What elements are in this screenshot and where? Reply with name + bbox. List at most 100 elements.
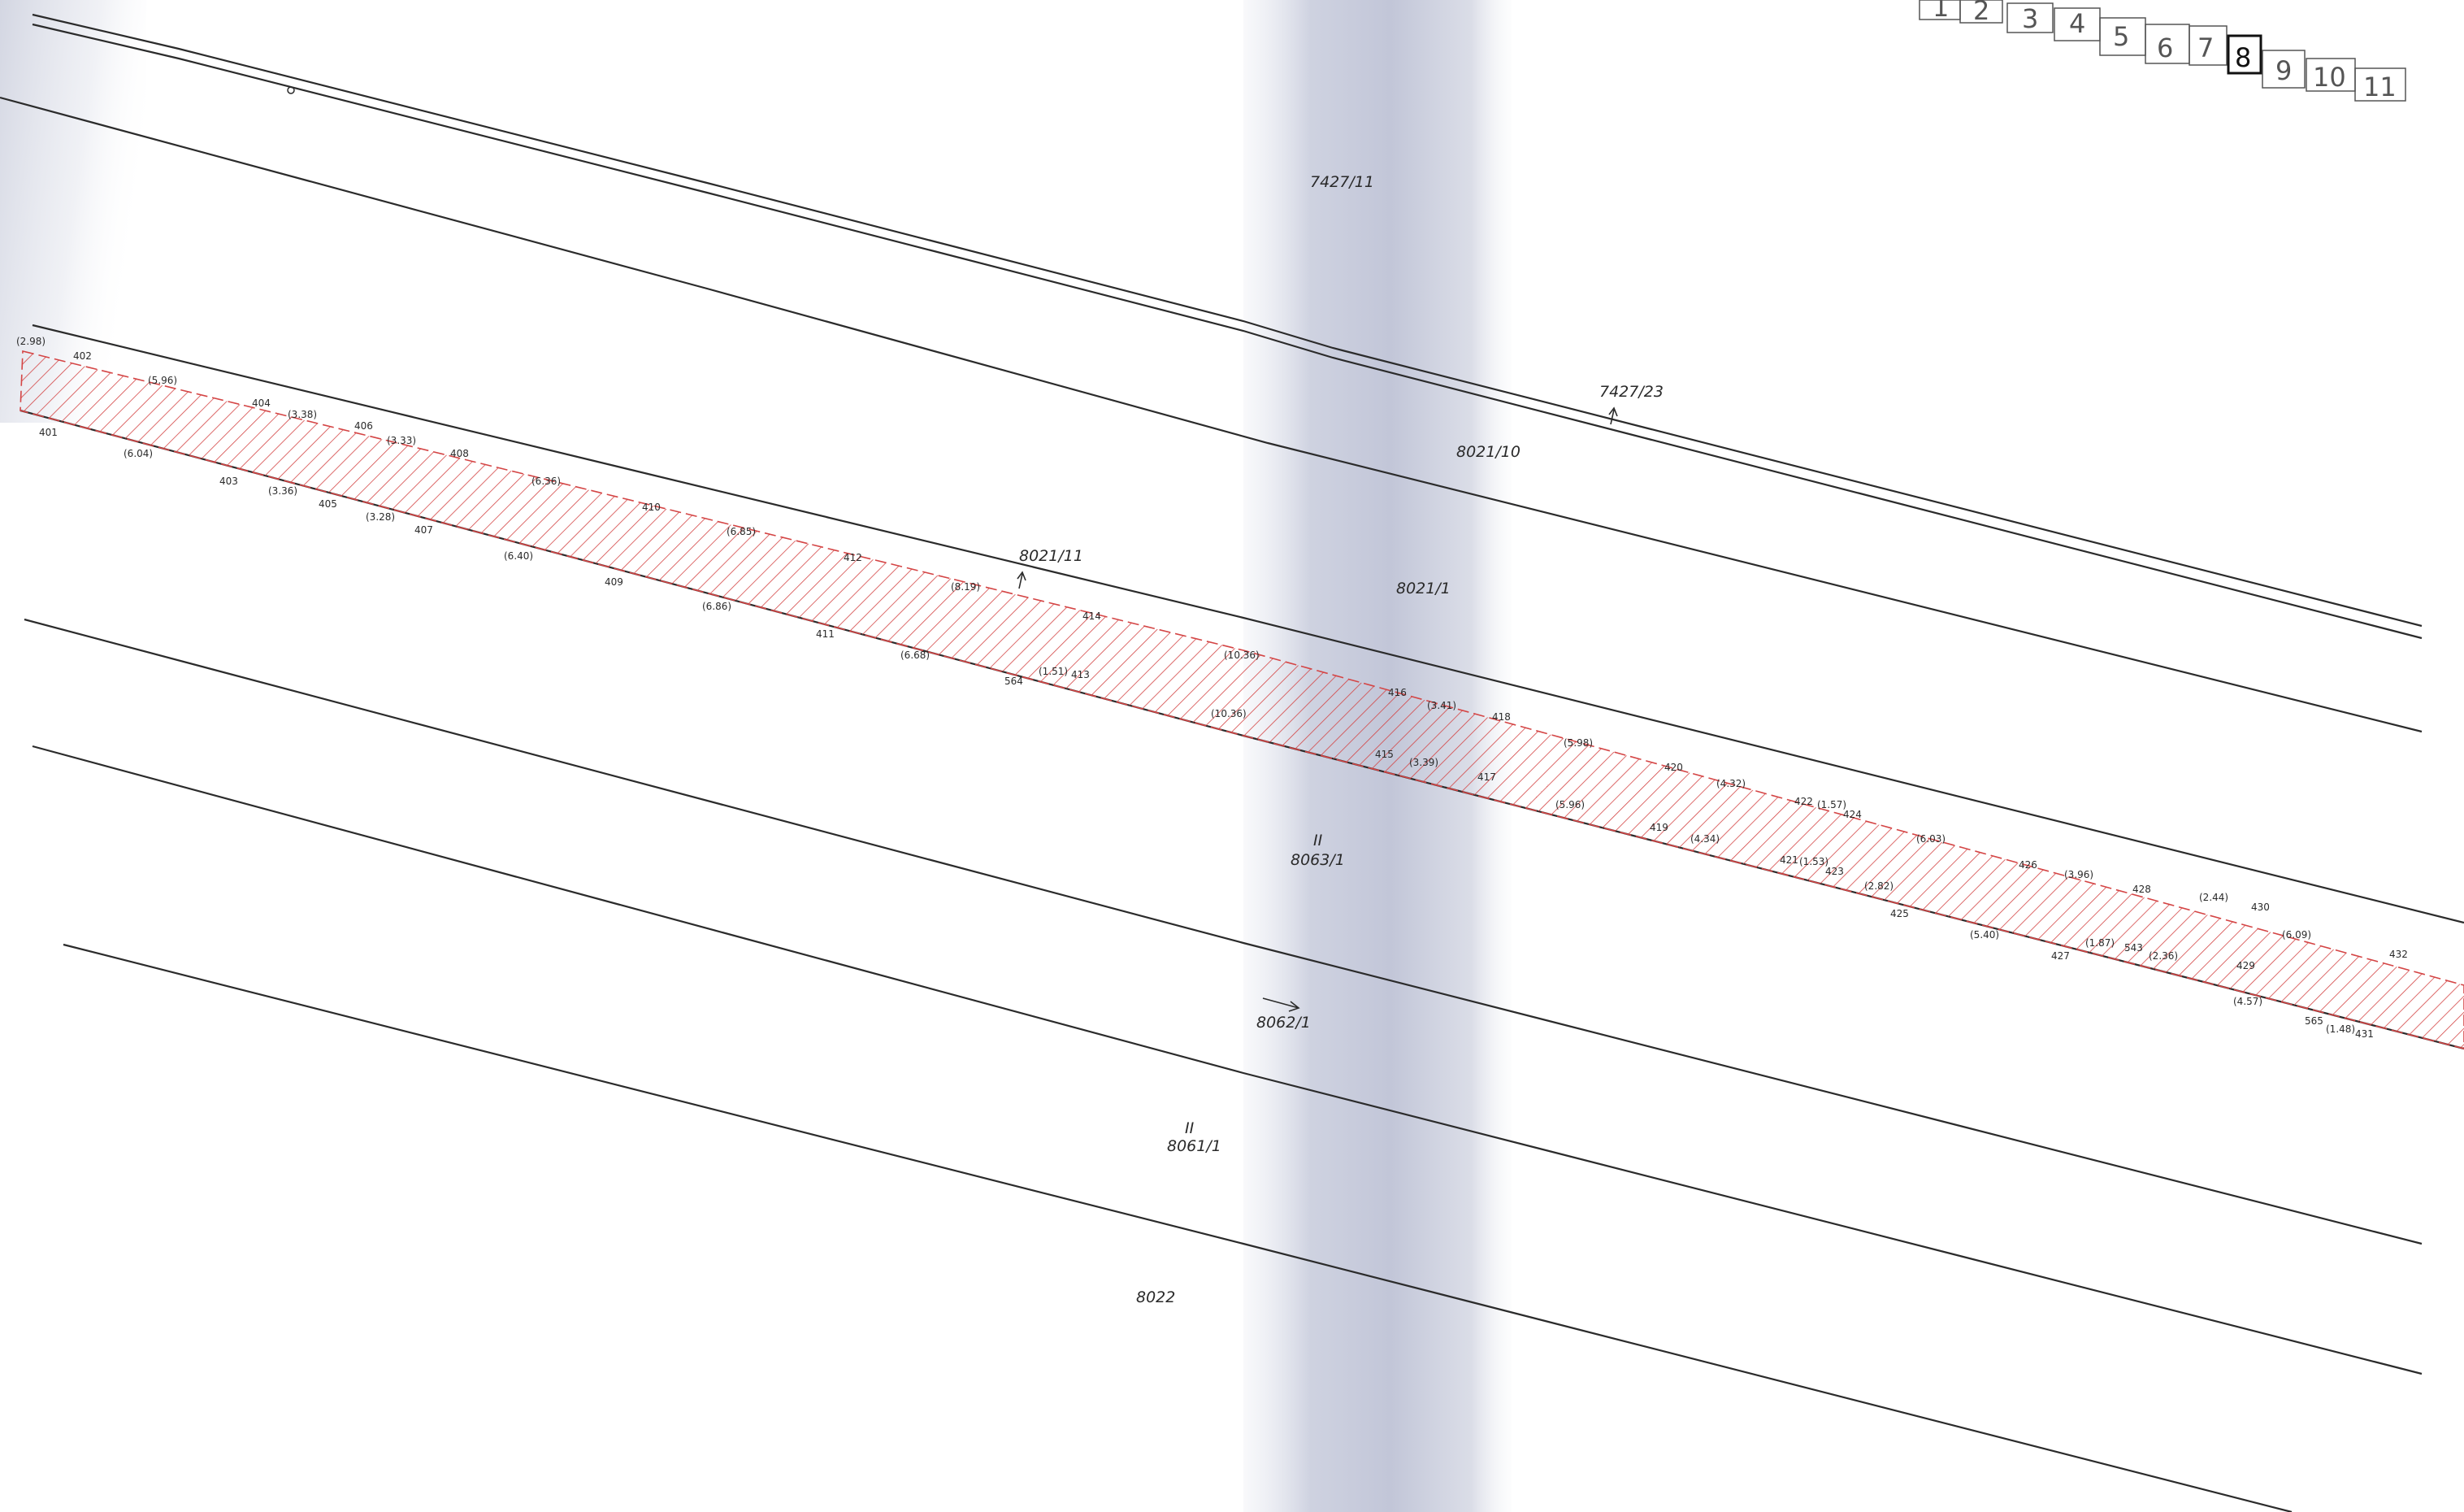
parcel-label-8062-1: 8062/1 — [1256, 1014, 1311, 1032]
dimension-label: (3.39) — [1409, 757, 1438, 768]
boundary-lines — [0, 13, 2464, 1512]
dimension-label: (1.87) — [2085, 937, 2115, 949]
point-label: 404 — [252, 398, 271, 409]
points-lower: 401 403 405 407 409 411 564 413 415 417 … — [39, 427, 2374, 1040]
point-label: 432 — [2389, 949, 2408, 960]
sheet-number-10: 10 — [2313, 62, 2346, 93]
point-label: 419 — [1650, 822, 1668, 833]
point-label: 403 — [219, 476, 238, 487]
point-label: 406 — [354, 420, 373, 432]
dimension-label: (4.34) — [1690, 833, 1720, 845]
dimension-label: (3.28) — [366, 511, 395, 523]
dimension-label: (6.68) — [900, 650, 930, 661]
point-label: 410 — [642, 502, 661, 513]
sheet-number-4: 4 — [2069, 8, 2085, 39]
dimension-label: (5.96) — [148, 375, 177, 386]
arrow-icon-8021-11 — [1017, 571, 1026, 589]
point-label: 415 — [1375, 749, 1394, 760]
point-label: 408 — [450, 448, 469, 459]
dimension-label: (4.57) — [2233, 996, 2262, 1007]
sheet-box-9[interactable] — [2262, 50, 2306, 89]
parcel-label-8021-11: 8021/11 — [1019, 547, 1083, 565]
point-label: 412 — [844, 552, 862, 563]
sheet-box-8-current[interactable] — [2227, 34, 2262, 75]
dimension-label: (5.98) — [1564, 737, 1593, 749]
dimensions-upper: (2.98) (5.96) (3.38) (3.33) (6.36) (6.85… — [16, 336, 2311, 941]
dimension-label: (6.40) — [504, 550, 533, 562]
point-label: 416 — [1388, 687, 1407, 698]
point-label: 431 — [2355, 1028, 2374, 1040]
sheet-number-7: 7 — [2197, 33, 2214, 63]
sheet-box-3[interactable] — [2006, 2, 2054, 33]
parcel-label-8021-10: 8021/10 — [1456, 443, 1520, 461]
parcel-label-7427-23: 7427/23 — [1599, 383, 1664, 401]
sheet-box-11[interactable] — [2354, 67, 2406, 102]
point-label: 422 — [1794, 796, 1813, 807]
points-upper: 402 404 406 408 410 412 414 416 418 420 … — [73, 350, 2408, 960]
dimension-label: (1.57) — [1817, 799, 1846, 810]
point-label: 418 — [1492, 711, 1511, 723]
dimension-label: (2.98) — [16, 336, 46, 347]
double-tick-1: II — [1313, 832, 1323, 849]
dimension-label: (6.36) — [531, 476, 561, 487]
sheet-number-11: 11 — [2363, 72, 2397, 102]
dimension-label: (4.32) — [1716, 778, 1746, 789]
point-label: 421 — [1780, 854, 1798, 866]
boundary-line-3 — [0, 96, 2423, 733]
point-label: 423 — [1825, 866, 1844, 877]
parcel-label-8022: 8022 — [1136, 1288, 1175, 1306]
dimension-label: (2.82) — [1864, 880, 1894, 892]
sheet-number-2: 2 — [1973, 0, 1989, 26]
sheet-number-5: 5 — [2113, 21, 2129, 52]
point-label: 424 — [1843, 809, 1862, 820]
parcel-labels: 7427/11 7427/23 8021/10 8021/11 8021/1 I… — [1019, 173, 1664, 1306]
dimension-label: (5.96) — [1555, 799, 1585, 810]
sheet-index: 1 2 3 4 5 6 7 8 9 10 11 — [1919, 0, 2406, 102]
hatch-top-line — [32, 324, 2464, 924]
point-label: 401 — [39, 427, 58, 438]
dimension-label: (6.85) — [727, 526, 756, 537]
point-label: 405 — [319, 498, 337, 510]
arrow-icon-7427-23 — [1608, 406, 1618, 425]
point-label: 414 — [1082, 610, 1101, 622]
dimension-label: (3.41) — [1427, 700, 1456, 711]
parcel-label-8063-1: 8063/1 — [1291, 851, 1345, 869]
point-label: 427 — [2051, 950, 2070, 962]
dimension-label: (6.03) — [1916, 833, 1946, 845]
survey-marker — [287, 86, 295, 94]
point-label: 402 — [73, 350, 92, 362]
sheet-number-3: 3 — [2022, 3, 2038, 34]
dimension-label: (3.36) — [268, 485, 297, 497]
dimension-label: (8.19) — [951, 581, 980, 593]
hatched-strip — [20, 350, 2464, 1049]
dimension-label: (6.86) — [702, 601, 731, 612]
point-label: 425 — [1890, 908, 1909, 919]
point-label: 417 — [1477, 771, 1496, 783]
sheet-box-2[interactable] — [1959, 0, 2003, 24]
double-tick-2: II — [1185, 1119, 1195, 1137]
boundary-line-1 — [32, 13, 2423, 628]
dimension-label: (1.53) — [1799, 856, 1828, 867]
point-label: 413 — [1071, 669, 1090, 680]
dimension-label: (6.09) — [2282, 929, 2311, 941]
dimension-label: (3.96) — [2064, 869, 2093, 880]
point-label: 407 — [414, 524, 433, 536]
dimension-label: (3.38) — [288, 409, 317, 420]
point-label: 426 — [2019, 859, 2037, 871]
dimension-label: (6.04) — [124, 448, 153, 459]
dimension-label: (2.44) — [2199, 892, 2228, 903]
sheet-box-7[interactable] — [2189, 25, 2228, 66]
dimensions-lower: (6.04) (3.36) (3.28) (6.40) (6.86) (6.68… — [124, 448, 2355, 1035]
dimension-label: (1.51) — [1039, 666, 1068, 677]
sheet-number-8: 8 — [2235, 42, 2251, 73]
point-label: 411 — [816, 628, 835, 640]
dimension-label: (5.40) — [1970, 929, 1999, 941]
boundary-line-2 — [32, 23, 2423, 640]
point-label: 543 — [2124, 942, 2143, 954]
sheet-number-6: 6 — [2157, 33, 2173, 63]
point-label: 564 — [1004, 676, 1023, 687]
dimension-label: (1.48) — [2326, 1023, 2355, 1035]
boundary-line-4 — [24, 618, 2423, 1245]
point-label: 429 — [2236, 960, 2255, 971]
